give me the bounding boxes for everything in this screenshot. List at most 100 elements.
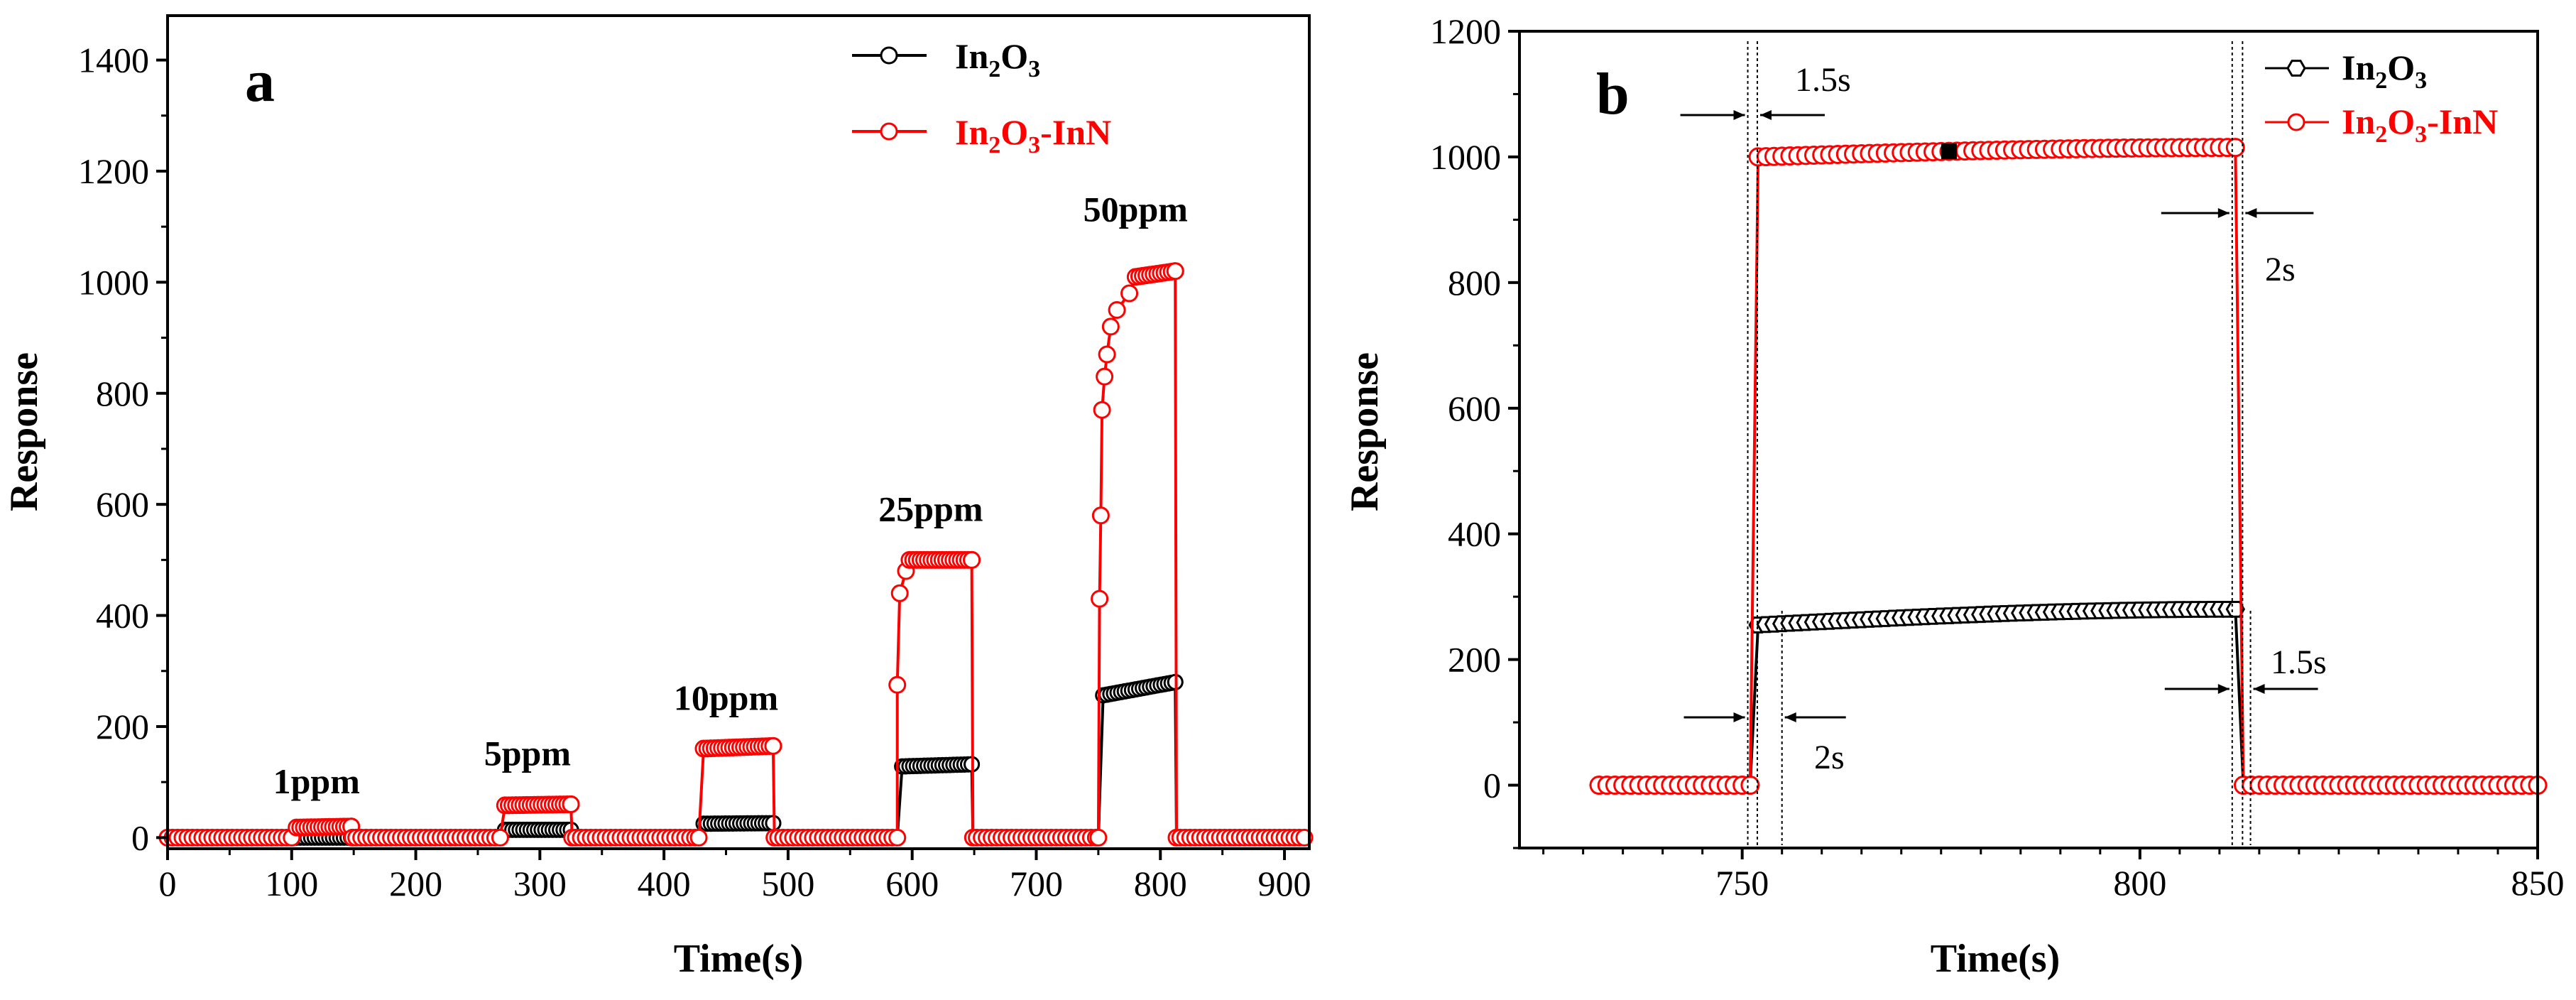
point-in2o3-inn bbox=[491, 828, 509, 847]
x-tick-label: 800 bbox=[1134, 864, 1187, 903]
annotation-inn-response-time: 1.5s bbox=[1795, 61, 1851, 99]
point-in2o3-inn bbox=[764, 737, 782, 755]
y-tick-label: 400 bbox=[1448, 514, 1501, 554]
panel-b-frame bbox=[1518, 30, 2539, 849]
legend-in2o3-sub2: 3 bbox=[1028, 56, 1040, 82]
x-tick-label: 0 bbox=[159, 864, 177, 903]
x-tick-label: 750 bbox=[1715, 863, 1769, 903]
series-b-in2o3-markers bbox=[1589, 601, 2548, 794]
legend-b-in2o3-inn-base: In bbox=[2342, 102, 2375, 141]
x-tick-label: 700 bbox=[1010, 864, 1063, 903]
x-tick-label: 200 bbox=[389, 864, 442, 903]
panel-a-frame bbox=[166, 14, 1311, 850]
y-tick-label: 600 bbox=[1448, 388, 1501, 428]
concentration-label-25ppm: 25ppm bbox=[878, 489, 983, 529]
panel-b-y-axis-title: Response bbox=[1343, 352, 1387, 511]
x-tick-label: 300 bbox=[513, 864, 567, 903]
panel-b-letter: b bbox=[1596, 61, 1630, 127]
legend-b-in2o3-mid: O bbox=[2387, 48, 2415, 87]
y-tick-label: 200 bbox=[96, 707, 149, 746]
x-tick-label: 800 bbox=[2113, 863, 2166, 903]
legend-b-in2o3-inn-sub2: 3 bbox=[2415, 121, 2427, 148]
arrow-in2o3-fall-right bbox=[2253, 684, 2318, 694]
arrow-in2o3-rise-right bbox=[1784, 712, 1846, 722]
arrow-inn-fall-right bbox=[2245, 208, 2314, 218]
point-in2o3-inn bbox=[888, 675, 907, 694]
point-in2o3-inn bbox=[1091, 506, 1110, 525]
series-b-in2o3-line bbox=[1599, 607, 2538, 787]
arrow-inn-rise-left bbox=[1680, 110, 1745, 120]
annotation-in2o3-recovery-time: 1.5s bbox=[2271, 643, 2327, 681]
point-in2o3-inn bbox=[689, 828, 708, 847]
y-tick-label: 1200 bbox=[78, 151, 149, 191]
point-in2o3-inn bbox=[1120, 284, 1139, 303]
x-tick-label: 500 bbox=[761, 864, 814, 903]
panel-a-y-axis-title: Response bbox=[2, 352, 46, 511]
svg-text:In2O3-InN: In2O3-InN bbox=[2342, 102, 2498, 148]
point-in2o3-inn bbox=[1089, 828, 1108, 847]
panel-a-x-ticks: 0 100 200 300 400 500 600 700 800 900 bbox=[159, 849, 1311, 903]
panel-b-response-time-guides bbox=[1680, 41, 2318, 845]
legend-b-in2o3-sub1: 2 bbox=[2375, 67, 2387, 94]
point-b-in2o3-inn bbox=[2225, 138, 2245, 158]
series-b-in2o3-inn-markers bbox=[1589, 138, 2548, 795]
y-tick-label: 0 bbox=[131, 817, 149, 857]
panel-b-y-ticks: 0 200 400 600 800 1000 1200 bbox=[1430, 11, 1519, 849]
legend-in2o3-base: In bbox=[955, 36, 988, 76]
svg-text:In2O3: In2O3 bbox=[955, 36, 1040, 82]
panel-b-annotations: 1.5s 2s 2s 1.5s bbox=[1795, 61, 2327, 776]
point-in2o3-inn bbox=[1091, 589, 1109, 608]
legend-in2o3-inn-mid: O bbox=[1000, 112, 1028, 152]
point-in2o3-inn bbox=[890, 584, 909, 602]
legend-b-marker-in2o3-inn bbox=[2287, 113, 2305, 131]
panel-b-x-ticks: 750 800 850 bbox=[1542, 848, 2565, 903]
legend-in2o3-inn-sub2: 3 bbox=[1028, 132, 1040, 158]
y-tick-label: 1000 bbox=[1430, 137, 1501, 177]
point-in2o3-inn bbox=[888, 828, 907, 847]
panel-a-plot-area bbox=[158, 262, 1314, 847]
y-tick-label: 600 bbox=[96, 484, 149, 524]
point-in2o3-inn bbox=[1093, 401, 1111, 419]
legend-b-in2o3-inn-mid: O bbox=[2387, 102, 2415, 141]
x-tick-label: 100 bbox=[265, 864, 318, 903]
y-tick-label: 200 bbox=[1448, 640, 1501, 680]
concentration-label-10ppm: 10ppm bbox=[674, 678, 778, 718]
legend-b-in2o3-base: In bbox=[2342, 48, 2375, 87]
annotation-in2o3-response-time: 2s bbox=[1814, 739, 1845, 776]
legend-marker-in2o3 bbox=[880, 46, 898, 65]
panel-a-legend: In2O3 In2O3-InN bbox=[852, 36, 1111, 158]
panel-b-x-axis-title: Time(s) bbox=[1931, 937, 2061, 981]
legend-in2o3-inn-base: In bbox=[955, 112, 988, 152]
svg-text:In2O3-InN: In2O3-InN bbox=[955, 112, 1111, 158]
legend-b-in2o3-sub2: 3 bbox=[2415, 67, 2427, 94]
series-a-in2o3-inn-markers bbox=[158, 262, 1314, 847]
panel-a-concentration-labels: 1ppm 5ppm 10ppm 25ppm 50ppm bbox=[273, 189, 1188, 800]
y-tick-label: 1400 bbox=[78, 40, 149, 80]
arrow-inn-rise-right bbox=[1759, 110, 1825, 120]
point-in2o3-inn bbox=[1098, 345, 1116, 364]
y-tick-label: 1000 bbox=[78, 262, 149, 302]
panel-a: 0 100 200 300 400 500 600 700 800 900 0 200 400 600 8… bbox=[2, 14, 1314, 981]
concentration-label-5ppm: 5ppm bbox=[484, 734, 571, 773]
arrow-inn-fall-left bbox=[2161, 208, 2230, 218]
panel-a-letter: a bbox=[245, 48, 275, 114]
point-in2o3-inn bbox=[1101, 317, 1120, 336]
y-tick-label: 1200 bbox=[1430, 11, 1501, 51]
x-tick-label: 600 bbox=[885, 864, 939, 903]
point-in2o3-inn bbox=[562, 795, 580, 813]
concentration-label-1ppm: 1ppm bbox=[273, 761, 360, 801]
legend-in2o3-inn-suffix: -InN bbox=[1040, 112, 1111, 152]
arrow-in2o3-rise-left bbox=[1683, 712, 1745, 722]
panel-a-x-axis-title: Time(s) bbox=[674, 937, 804, 981]
y-tick-label: 800 bbox=[1448, 263, 1501, 303]
x-tick-label: 900 bbox=[1258, 864, 1311, 903]
point-in2o3-inn bbox=[1108, 300, 1126, 319]
legend-in2o3-inn-sub1: 2 bbox=[988, 132, 1000, 158]
y-tick-label: 0 bbox=[1483, 766, 1501, 805]
panel-b-legend: In2O3 In2O3-InN bbox=[2265, 48, 2498, 148]
svg-text:In2O3: In2O3 bbox=[2342, 48, 2427, 94]
legend-item-in2o3-inn: In2O3-InN bbox=[852, 112, 1111, 158]
series-b-in2o3-inn-line bbox=[1599, 146, 2538, 787]
